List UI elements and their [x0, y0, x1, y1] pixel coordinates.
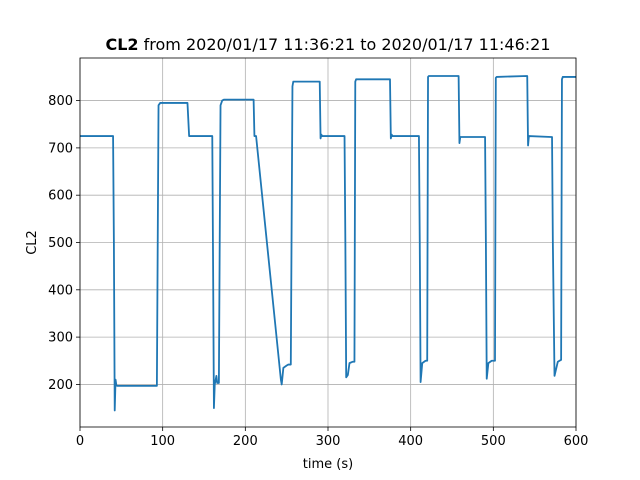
- series-line-1: [80, 75, 576, 412]
- y-tick-label: 800: [48, 94, 73, 109]
- y-tick-label: 600: [48, 189, 73, 204]
- x-tick-label: 300: [316, 434, 341, 449]
- series-layer: [80, 75, 576, 412]
- x-axis-label: time (s): [303, 457, 353, 472]
- chart-title: CL2 from 2020/01/17 11:36:21 to 2020/01/…: [105, 35, 550, 54]
- x-tick-label: 200: [233, 434, 258, 449]
- y-tick-label: 700: [48, 141, 73, 156]
- chart-title-bold: CL2: [105, 35, 138, 54]
- y-tick-label: 500: [48, 236, 73, 251]
- x-tick-label: 600: [564, 434, 589, 449]
- grid: [79, 58, 577, 427]
- y-tick-label: 200: [48, 378, 73, 393]
- x-tick-label: 400: [398, 434, 423, 449]
- y-tick-label: 400: [48, 283, 73, 298]
- x-tick-label: 0: [76, 434, 84, 449]
- y-tick-label: 300: [48, 331, 73, 346]
- y-axis-label: CL2: [25, 230, 40, 255]
- x-tick-label: 100: [150, 434, 175, 449]
- ticks: 0 100 200 300 400 500 600 200 300 400 500 600 700 800: [48, 94, 588, 449]
- chart-title-rest: from 2020/01/17 11:36:21 to 2020/01/17 1…: [139, 35, 551, 54]
- x-tick-label: 500: [481, 434, 506, 449]
